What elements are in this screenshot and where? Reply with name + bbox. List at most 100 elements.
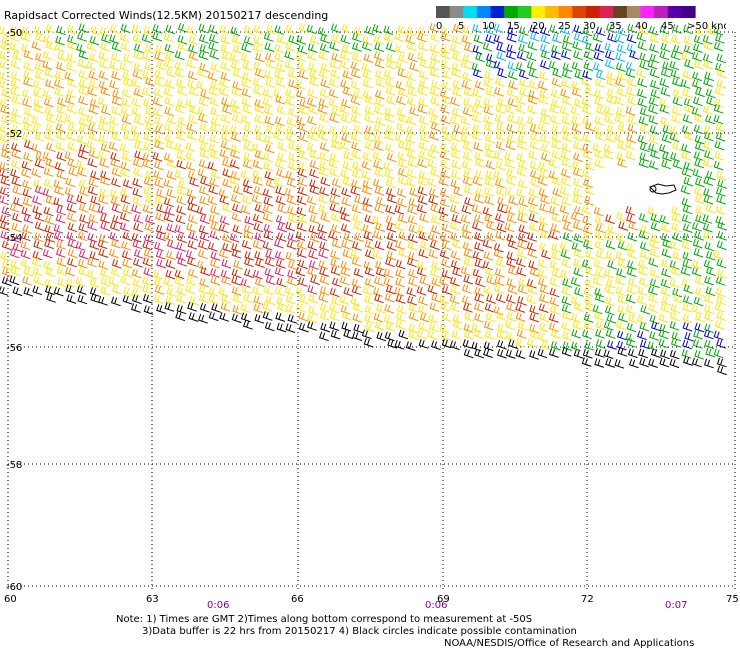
wind-barb: [109, 24, 120, 34]
wind-barb: [538, 215, 549, 226]
wind-barb: [418, 115, 429, 126]
wind-barb: [471, 113, 482, 123]
wind-barb: [230, 143, 241, 154]
wind-barb: [163, 32, 174, 43]
wind-barb: [188, 114, 198, 125]
wind-barb: [252, 286, 263, 296]
wind-barb: [408, 311, 419, 322]
wind-barb: [152, 23, 163, 34]
wind-barb: [352, 213, 362, 224]
wind-barb: [713, 160, 724, 171]
wind-barb: [669, 132, 680, 143]
wind-barb: [56, 266, 67, 276]
wind-barb: [274, 69, 285, 80]
wind-barb: [497, 196, 508, 207]
wind-barb: [669, 311, 680, 322]
wind-barb: [504, 152, 515, 162]
wind-barb: [374, 42, 385, 52]
wind-barb: [508, 339, 518, 349]
wind-barb: [120, 123, 131, 133]
wind-barb: [33, 240, 44, 250]
wind-barb: [176, 304, 187, 315]
wind-barb: [551, 124, 562, 134]
wind-barb: [386, 53, 397, 64]
wind-barb: [342, 70, 353, 80]
wind-barb: [606, 124, 617, 135]
wind-barb: [342, 176, 353, 187]
wind-barb: [538, 94, 549, 105]
wind-barb: [650, 79, 660, 90]
wind-barb: [505, 320, 515, 331]
wind-barb: [462, 284, 472, 294]
wind-barb: [133, 43, 144, 54]
wind-barb: [441, 338, 452, 349]
wind-barb: [472, 124, 483, 134]
wind-barb: [373, 133, 384, 144]
wind-barb: [122, 258, 133, 269]
wind-barb: [64, 71, 75, 82]
wind-barb: [262, 212, 273, 222]
wind-barb: [537, 176, 548, 186]
wind-barb: [395, 319, 406, 330]
wind-barb: [155, 250, 166, 260]
wind-barb: [145, 106, 155, 117]
wind-barb: [550, 114, 560, 125]
wind-barb: [154, 124, 165, 135]
wind-barb: [713, 114, 724, 125]
wind-barb: [295, 286, 306, 297]
wind-barb: [472, 88, 483, 98]
wind-barb: [386, 178, 396, 189]
wind-barb: [548, 158, 559, 169]
wind-barb: [507, 266, 518, 276]
wind-barb: [43, 167, 54, 177]
wind-barb: [527, 196, 538, 207]
lon-label: 69: [437, 594, 450, 605]
wind-barb: [143, 142, 154, 153]
wind-barb: [361, 329, 372, 340]
colorbar-tick: 40: [635, 21, 648, 30]
wind-barb: [209, 149, 220, 160]
wind-barb: [418, 231, 429, 241]
wind-barb: [605, 132, 616, 143]
wind-barb: [584, 302, 595, 313]
wind-barb: [11, 95, 22, 105]
latitude-labels: -50 -52 -54 -56 -58 -60: [6, 28, 22, 593]
wind-barb: [252, 159, 263, 170]
wind-barb: [66, 203, 77, 213]
wind-barb: [189, 177, 199, 187]
wind-barb: [155, 231, 166, 242]
wind-barb: [441, 285, 452, 295]
wind-barb: [374, 58, 385, 69]
wind-barb: [453, 124, 463, 135]
wind-barb: [397, 151, 408, 162]
wind-barb: [230, 60, 241, 71]
wind-barb: [518, 43, 529, 54]
wind-barb: [56, 25, 66, 36]
wind-barb: [483, 105, 494, 116]
wind-barb: [429, 86, 440, 97]
wind-barb: [617, 304, 628, 315]
wind-barb: [352, 331, 362, 341]
wind-barb: [649, 278, 660, 289]
wind-barb: [111, 131, 122, 142]
wind-barb: [638, 213, 649, 223]
wind-barb: [287, 232, 298, 243]
wind-barb: [350, 296, 361, 307]
wind-barb: [704, 294, 714, 304]
wind-barb: [220, 71, 231, 82]
wind-barb: [473, 329, 484, 339]
lat-label: -50: [6, 28, 22, 39]
wind-barb: [430, 52, 441, 63]
wind-barb: [406, 168, 417, 179]
wind-barb: [298, 69, 309, 80]
wind-barb: [474, 80, 485, 91]
wind-barb: [496, 51, 507, 61]
wind-barb: [506, 312, 517, 322]
wind-barb: [218, 287, 229, 297]
wind-barb: [682, 313, 693, 324]
lon-label: 75: [726, 594, 739, 605]
wind-barb: [364, 266, 375, 277]
wind-barb: [143, 176, 154, 187]
wind-barb: [505, 331, 516, 342]
wind-barb: [496, 122, 506, 133]
